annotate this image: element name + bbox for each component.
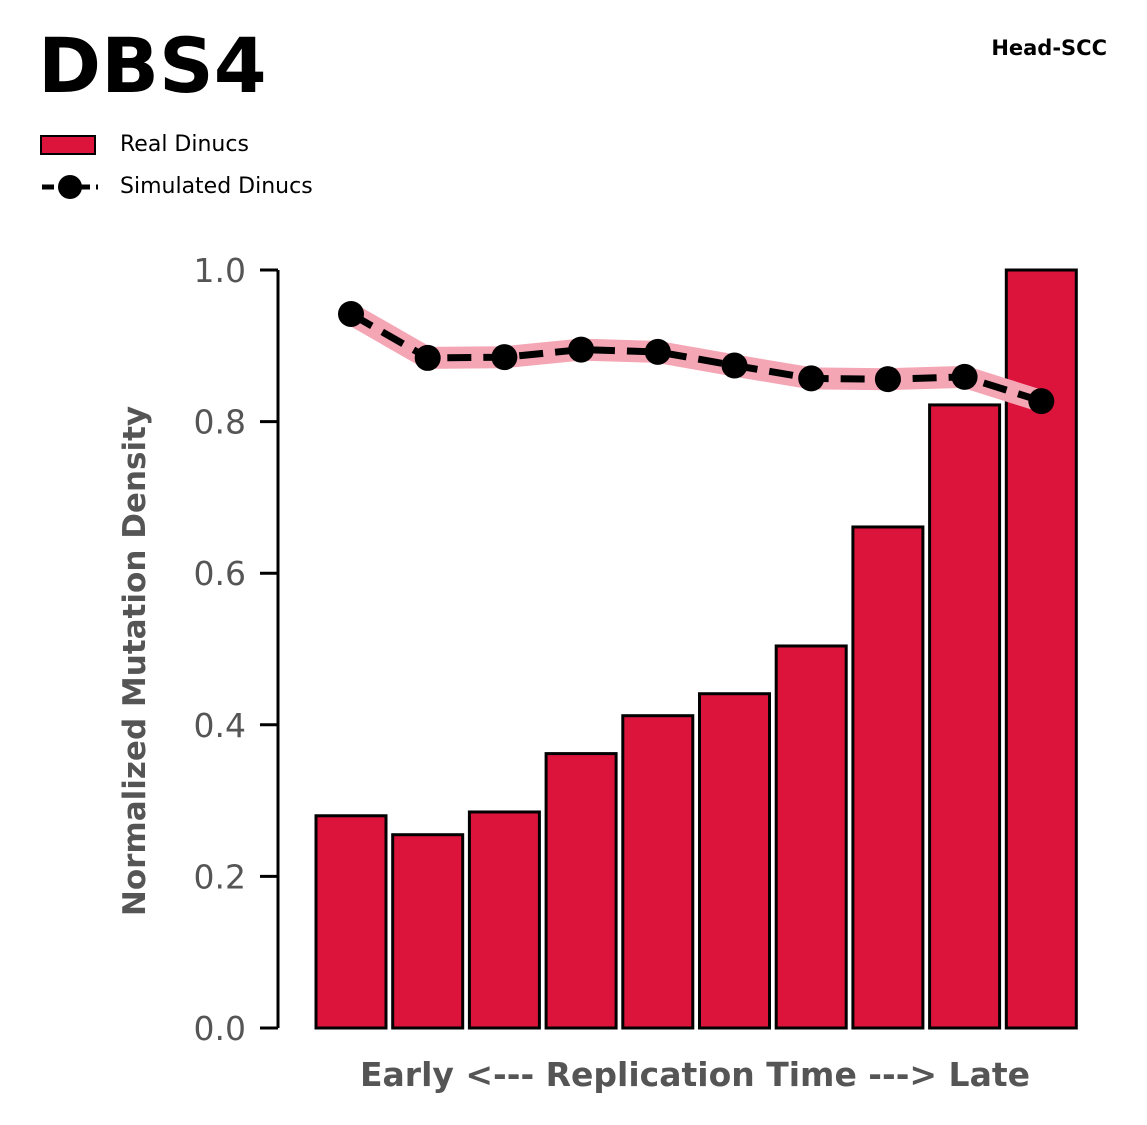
bar-real-8 bbox=[851, 525, 925, 1030]
y-tick-label: 0.0 bbox=[194, 1009, 246, 1048]
simulated-point-4 bbox=[568, 336, 595, 363]
legend-label-simulated: Simulated Dinucs bbox=[120, 174, 313, 199]
bar-real-5 bbox=[621, 714, 695, 1030]
y-tick-label: 0.8 bbox=[194, 403, 246, 442]
simulated-line bbox=[349, 310, 1043, 405]
bar-real-7 bbox=[774, 644, 848, 1030]
chart-subtitle: Head-SCC bbox=[991, 36, 1107, 60]
legend-marker-simulated bbox=[42, 175, 98, 199]
bar-real-1 bbox=[314, 814, 388, 1030]
simulated-point-7 bbox=[798, 365, 825, 392]
simulated-point-1 bbox=[338, 300, 364, 327]
bar-real-10 bbox=[1004, 268, 1078, 1030]
y-tick-label: 0.4 bbox=[194, 706, 246, 745]
bar-real-3 bbox=[467, 810, 541, 1030]
bar-real-9 bbox=[928, 403, 1002, 1030]
simulated-point-3 bbox=[491, 344, 518, 371]
simulated-band bbox=[340, 303, 1053, 413]
chart-title: DBS4 bbox=[38, 21, 267, 110]
x-axis-label: Early <--- Replication Time ---> Late bbox=[360, 1055, 1030, 1094]
y-axis-label: Normalized Mutation Density bbox=[117, 406, 153, 916]
y-tick-label: 0.2 bbox=[194, 857, 246, 896]
bar-real-2 bbox=[391, 833, 465, 1030]
y-tick-label: 0.6 bbox=[194, 554, 246, 593]
y-tick-label: 1.0 bbox=[194, 251, 246, 290]
simulated-point-9 bbox=[951, 363, 978, 390]
simulated-point-8 bbox=[874, 366, 901, 393]
bar-real-4 bbox=[544, 752, 618, 1030]
simulated-point-10 bbox=[1028, 388, 1055, 415]
bar-real-6 bbox=[698, 692, 771, 1030]
simulated-point-6 bbox=[721, 352, 748, 379]
legend-label-real: Real Dinucs bbox=[120, 132, 249, 157]
simulated-point-5 bbox=[644, 338, 671, 365]
legend-swatch-real bbox=[40, 135, 96, 155]
simulated-point-2 bbox=[414, 344, 441, 371]
